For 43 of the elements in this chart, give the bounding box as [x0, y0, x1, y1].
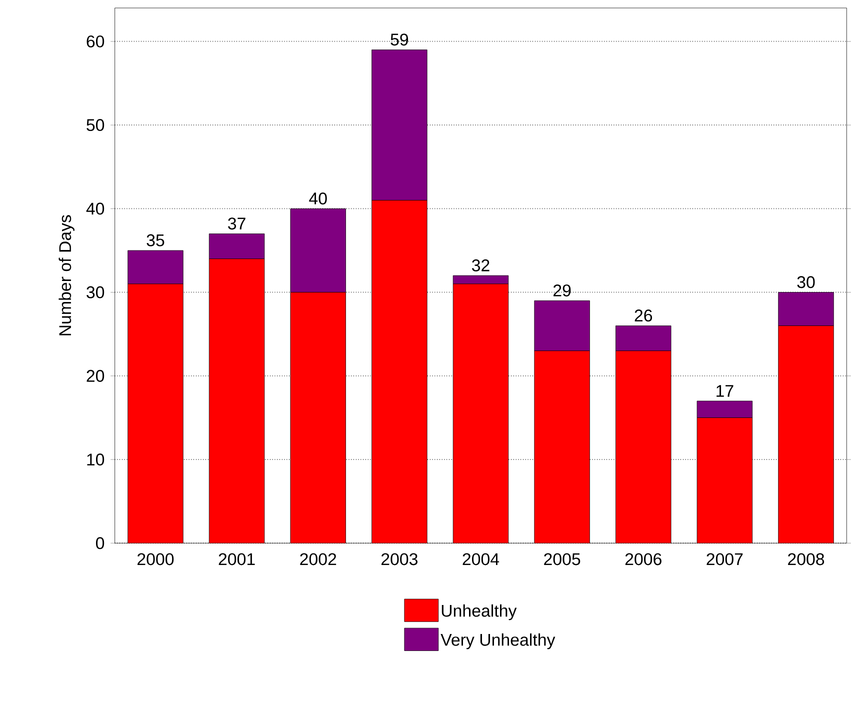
- legend-label: Very Unhealthy: [440, 633, 556, 650]
- x-tick-label: 2001: [218, 553, 255, 566]
- bar: [372, 200, 428, 544]
- total-label: 29: [554, 284, 571, 297]
- x-tick-label: 2008: [788, 553, 824, 566]
- y-tick-label: 20: [86, 370, 104, 382]
- bar: [452, 275, 509, 284]
- bar: [128, 284, 184, 544]
- x-tick-label: 2006: [625, 553, 662, 566]
- total-label: 32: [472, 259, 490, 272]
- y-tick-label: 50: [86, 119, 104, 132]
- bar: [534, 350, 590, 544]
- total-label: 35: [146, 234, 164, 246]
- bar: [453, 284, 508, 544]
- y-tick-label: 0: [96, 537, 104, 550]
- legend-label: Unhealthy: [442, 604, 517, 620]
- bar: [209, 258, 264, 544]
- y-tick-label: 40: [86, 202, 104, 215]
- total-label: 26: [634, 310, 652, 322]
- bar: [208, 234, 265, 260]
- bar: [290, 292, 346, 544]
- y-axis-title: Number of Days: [58, 215, 74, 336]
- total-label: 17: [716, 385, 734, 397]
- x-tick-label: 2007: [706, 553, 743, 566]
- total-label: 37: [228, 218, 246, 230]
- bar: [778, 326, 834, 544]
- x-tick-label: 2000: [138, 553, 174, 566]
- x-tick-label: 2004: [462, 553, 500, 566]
- y-tick-label: 60: [86, 36, 104, 48]
- bar: [290, 208, 346, 293]
- total-label: 40: [309, 192, 327, 205]
- bar: [696, 400, 753, 418]
- x-tick-label: 2005: [544, 553, 580, 566]
- bar: [534, 300, 590, 352]
- total-label: 59: [390, 34, 408, 46]
- x-tick-label: 2002: [300, 553, 336, 566]
- y-tick-label: 10: [87, 454, 104, 466]
- x-tick-label: 2003: [381, 553, 418, 566]
- bar: [697, 418, 752, 544]
- total-label: 30: [797, 276, 815, 288]
- bar: [616, 350, 672, 544]
- y-tick-label: 30: [86, 286, 104, 298]
- bar: [616, 326, 672, 352]
